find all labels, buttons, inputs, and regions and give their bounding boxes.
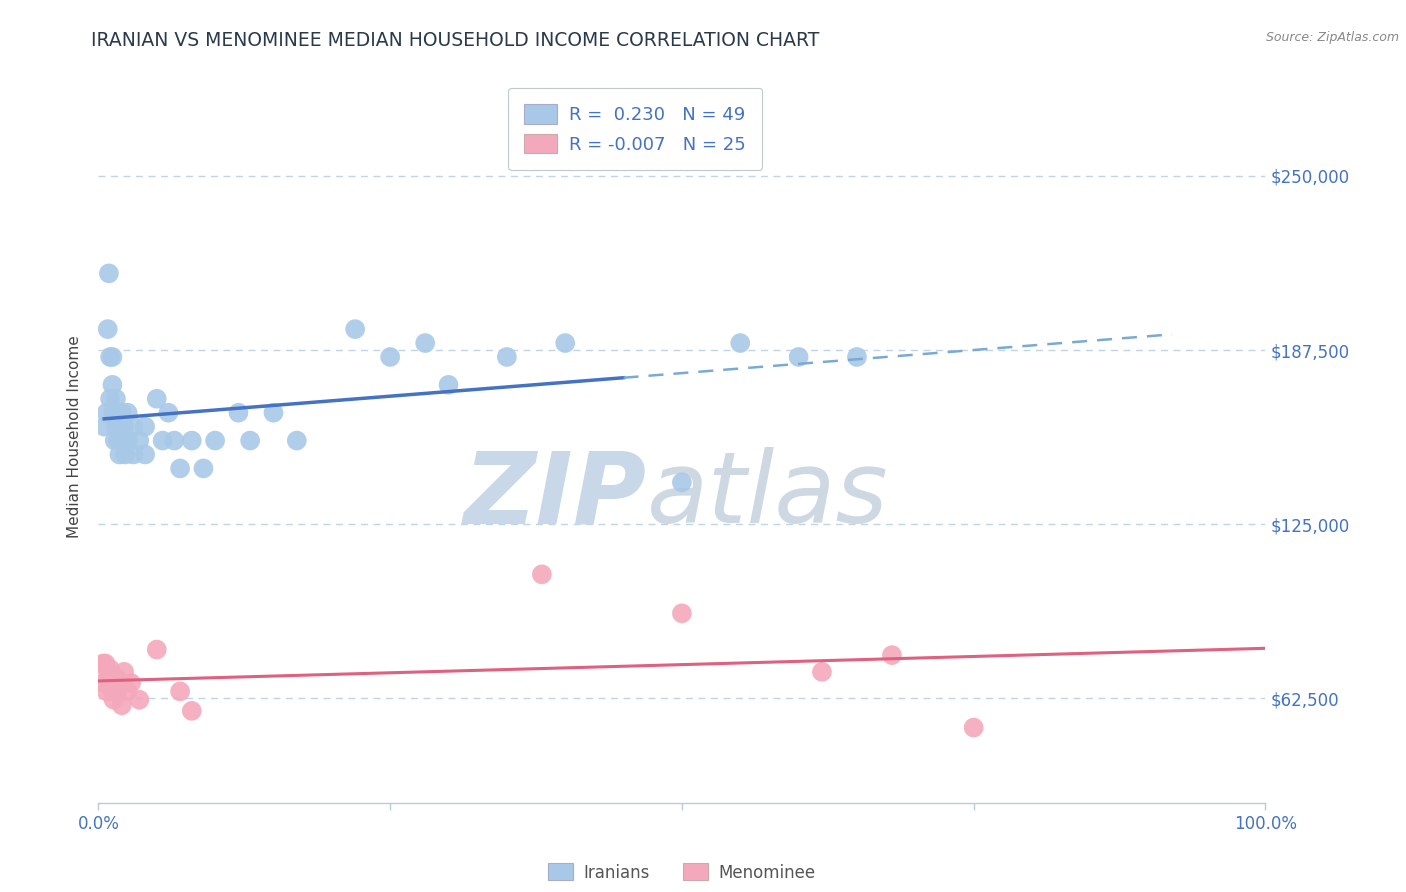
Point [152,434,174,448]
Point [101,377,124,392]
Point [104,392,127,406]
Point [228,406,250,420]
Point [101,350,124,364]
Point [104,670,127,684]
Text: atlas: atlas [647,447,889,544]
Point [103,406,125,420]
Point [128,434,150,448]
Point [134,448,156,462]
Point [111,698,134,713]
Point [193,461,215,475]
Point [111,434,134,448]
Point [93,419,115,434]
Point [104,434,127,448]
Point [117,684,139,698]
Point [108,448,131,462]
Point [108,419,131,434]
Point [344,322,367,336]
Y-axis label: Median Household Income: Median Household Income [67,335,83,539]
Text: IRANIAN VS MENOMINEE MEDIAN HOUSEHOLD INCOME CORRELATION CHART: IRANIAN VS MENOMINEE MEDIAN HOUSEHOLD IN… [91,31,820,50]
Point [962,721,984,735]
Point [104,419,127,434]
Point [496,350,519,364]
Point [98,662,121,676]
Point [98,392,121,406]
Point [811,665,834,679]
Point [169,461,191,475]
Point [730,336,752,351]
Point [98,350,121,364]
Point [103,692,125,706]
Point [105,684,128,698]
Point [117,434,139,448]
Point [108,676,131,690]
Legend: Iranians, Menominee: Iranians, Menominee [540,855,824,890]
Point [163,434,186,448]
Point [114,448,136,462]
Point [437,377,460,392]
Point [97,322,120,336]
Point [262,406,284,420]
Point [120,676,142,690]
Point [671,607,693,621]
Point [180,704,202,718]
Point [122,419,145,434]
Point [787,350,810,364]
Point [111,406,134,420]
Text: ZIP: ZIP [464,447,647,544]
Point [97,676,120,690]
Point [146,642,169,657]
Point [112,419,135,434]
Point [285,434,308,448]
Point [380,350,402,364]
Point [846,350,869,364]
Point [101,684,124,698]
Point [96,684,118,698]
Point [97,266,120,280]
Point [107,434,129,448]
Text: Source: ZipAtlas.com: Source: ZipAtlas.com [1265,31,1399,45]
Point [112,665,135,679]
Point [413,336,436,351]
Point [671,475,693,490]
Point [93,676,115,690]
Point [204,434,226,448]
Point [146,392,169,406]
Point [554,336,576,351]
Point [128,692,150,706]
Point [880,648,903,662]
Point [117,406,139,420]
Point [239,434,262,448]
Point [157,406,180,420]
Point [91,657,114,671]
Point [134,419,156,434]
Point [169,684,191,698]
Point [105,406,128,420]
Point [530,567,553,582]
Point [97,665,120,679]
Point [180,434,202,448]
Point [94,657,117,671]
Point [122,448,145,462]
Point [96,406,118,420]
